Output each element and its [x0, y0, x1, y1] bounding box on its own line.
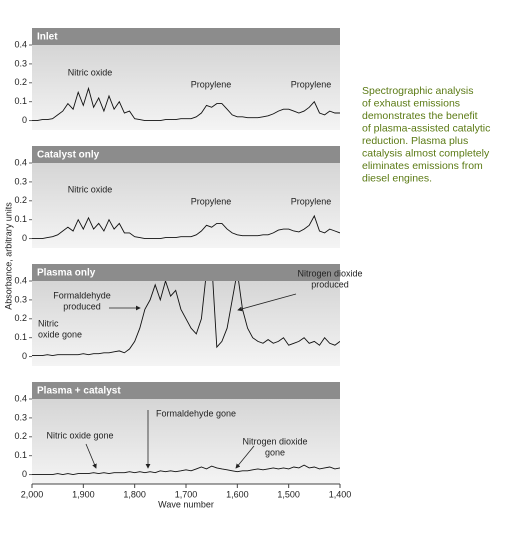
y-tick-label: 0.4 [14, 275, 27, 285]
y-tick-label: 0.4 [14, 157, 27, 167]
y-tick-label: 0.2 [14, 313, 27, 323]
y-tick-label: 0.1 [14, 450, 27, 460]
panel-title: Plasma only [37, 268, 96, 279]
panel-header [32, 28, 340, 45]
y-tick-label: 0.3 [14, 294, 27, 304]
y-tick-label: 0 [22, 469, 27, 479]
annotation: Nitrogen dioxide [297, 268, 362, 278]
annotation: produced [63, 301, 101, 311]
caption-line: catalysis almost completely [362, 147, 490, 159]
x-tick-label: 1,400 [329, 489, 352, 499]
annotation: Nitrogen dioxide [242, 436, 307, 446]
annotation: Nitric [38, 318, 59, 328]
y-tick-label: 0.4 [14, 393, 27, 403]
annotation: Propylene [291, 79, 332, 89]
x-tick-label: 1,900 [72, 489, 95, 499]
y-tick-label: 0.2 [14, 195, 27, 205]
annotation: oxide gone [38, 329, 82, 339]
spectrum-line [32, 86, 340, 122]
annotation: Propylene [191, 79, 232, 89]
panel-header [32, 382, 340, 399]
annotation: Formaldehyde gone [156, 408, 236, 418]
caption-line: Spectrographic analysis [362, 85, 473, 97]
y-tick-label: 0.1 [14, 332, 27, 342]
y-tick-label: 0.3 [14, 412, 27, 422]
panel-title: Catalyst only [37, 150, 100, 161]
y-tick-label: 0.2 [14, 77, 27, 87]
x-tick-label: 1,700 [175, 489, 198, 499]
x-tick-label: 1,800 [123, 489, 146, 499]
caption-line: demonstrates the benefit [362, 110, 478, 122]
caption-line: reduction. Plasma plus [362, 135, 468, 147]
annotation-arrow [237, 293, 297, 312]
caption-line: diesel engines. [362, 172, 432, 184]
panel-title: Plasma + catalyst [37, 386, 121, 397]
panel-title: Inlet [37, 32, 58, 43]
annotation-arrow [235, 445, 255, 469]
spectrum-line [32, 281, 340, 357]
y-tick-label: 0.1 [14, 96, 27, 106]
spectrum-line [32, 464, 340, 476]
panel-header [32, 146, 340, 163]
y-tick-label: 0.1 [14, 214, 27, 224]
annotation: Nitric oxide [68, 184, 113, 194]
annotation: Nitric oxide gone [46, 430, 113, 440]
annotation: Propylene [291, 196, 332, 206]
y-tick-label: 0.2 [14, 431, 27, 441]
y-tick-label: 0.4 [14, 39, 27, 49]
panel-header [32, 264, 340, 281]
annotation: gone [265, 447, 285, 457]
y-tick-label: 0 [22, 233, 27, 243]
annotation-arrow [85, 443, 97, 469]
spectrum-line [32, 214, 340, 240]
annotation: Formaldehyde [53, 290, 111, 300]
annotation: produced [311, 279, 349, 289]
y-tick-label: 0 [22, 115, 27, 125]
annotation: Nitric oxide [68, 67, 113, 77]
x-axis-label: Wave number [158, 499, 214, 509]
caption-line: eliminates emissions from [362, 160, 483, 172]
caption-line: of plasma-assisted catalytic [362, 122, 490, 134]
x-tick-label: 1,600 [226, 489, 249, 499]
x-tick-label: 1,500 [277, 489, 300, 499]
annotation: Propylene [191, 196, 232, 206]
y-tick-label: 0 [22, 351, 27, 361]
x-tick-label: 2,000 [21, 489, 44, 499]
caption-line: of exhaust emissions [362, 97, 460, 109]
y-axis-label: Absorbance, arbitrary units [3, 202, 13, 310]
y-tick-label: 0.3 [14, 176, 27, 186]
y-tick-label: 0.3 [14, 58, 27, 68]
